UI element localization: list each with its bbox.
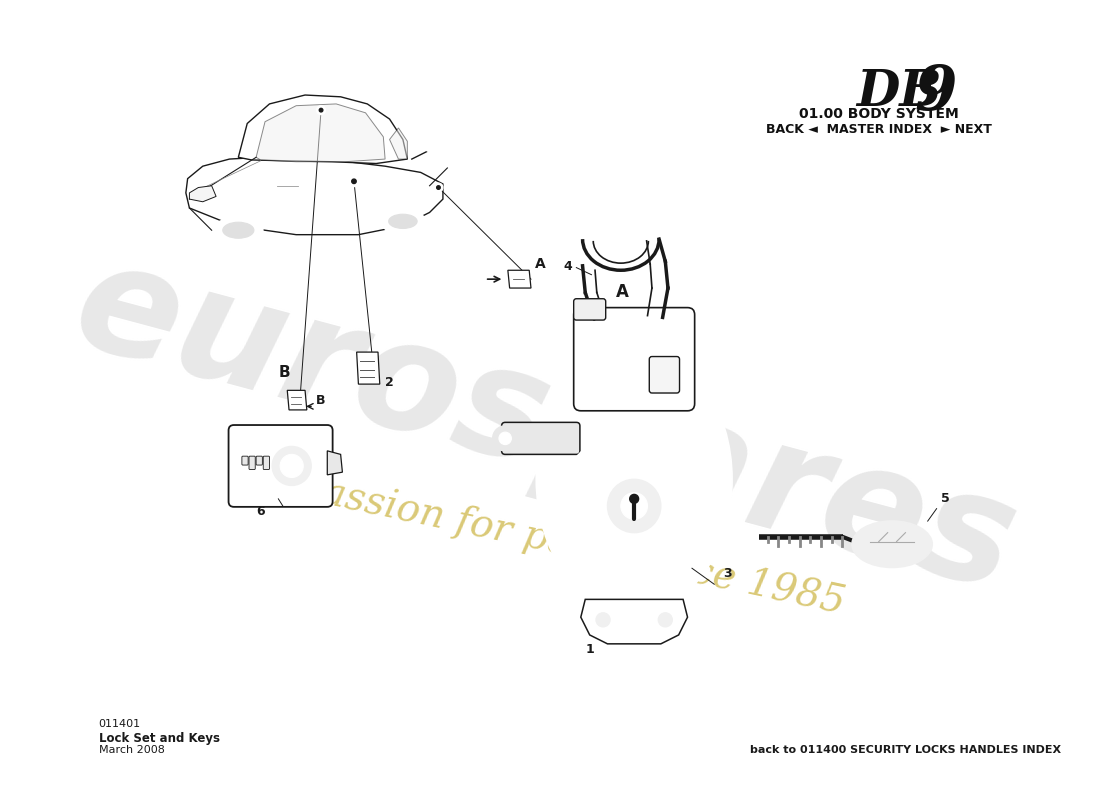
Circle shape	[272, 446, 311, 486]
Polygon shape	[581, 599, 688, 644]
Text: Lock Set and Keys: Lock Set and Keys	[99, 732, 220, 745]
Text: 6: 6	[256, 505, 265, 518]
FancyBboxPatch shape	[649, 357, 680, 393]
Ellipse shape	[537, 346, 732, 613]
Text: a passion for parts since 1985: a passion for parts since 1985	[260, 462, 848, 622]
Text: 01.00 BODY SYSTEM: 01.00 BODY SYSTEM	[799, 107, 959, 122]
Text: 3: 3	[723, 567, 732, 580]
Ellipse shape	[381, 209, 425, 234]
Circle shape	[596, 613, 611, 627]
Circle shape	[263, 438, 320, 494]
Text: 2: 2	[385, 376, 394, 389]
Text: 9: 9	[914, 63, 957, 123]
Polygon shape	[356, 352, 380, 384]
FancyBboxPatch shape	[256, 456, 263, 465]
Circle shape	[349, 176, 360, 186]
Circle shape	[280, 454, 304, 478]
Text: A: A	[535, 258, 546, 271]
Circle shape	[493, 426, 518, 451]
Text: eurospares: eurospares	[59, 229, 1031, 623]
Circle shape	[620, 493, 648, 519]
Text: B: B	[278, 365, 290, 380]
Polygon shape	[186, 158, 443, 234]
Text: March 2008: March 2008	[99, 746, 165, 755]
Ellipse shape	[852, 521, 932, 567]
Text: 1: 1	[585, 642, 594, 656]
Circle shape	[607, 479, 661, 533]
FancyBboxPatch shape	[229, 425, 332, 507]
Circle shape	[591, 607, 616, 632]
Ellipse shape	[213, 217, 263, 243]
FancyBboxPatch shape	[574, 298, 606, 320]
Ellipse shape	[425, 145, 438, 152]
FancyBboxPatch shape	[249, 456, 255, 470]
Polygon shape	[287, 390, 307, 410]
Text: A: A	[616, 283, 629, 301]
Text: 5: 5	[940, 491, 949, 505]
Polygon shape	[328, 451, 342, 475]
Circle shape	[437, 186, 440, 190]
Polygon shape	[189, 186, 216, 202]
Text: 4: 4	[563, 260, 572, 274]
FancyBboxPatch shape	[502, 422, 580, 454]
Circle shape	[352, 179, 356, 183]
Circle shape	[576, 448, 692, 564]
Text: 011401: 011401	[99, 719, 141, 730]
Circle shape	[317, 106, 326, 114]
Polygon shape	[256, 104, 385, 162]
Polygon shape	[239, 95, 407, 163]
Text: B: B	[316, 394, 326, 406]
Circle shape	[499, 432, 512, 445]
Circle shape	[434, 183, 443, 192]
Polygon shape	[389, 128, 407, 159]
Ellipse shape	[388, 214, 417, 229]
Circle shape	[652, 607, 678, 632]
Circle shape	[658, 613, 672, 627]
Circle shape	[559, 430, 710, 582]
FancyBboxPatch shape	[242, 456, 249, 465]
Circle shape	[319, 108, 322, 112]
Text: back to 011400 SECURITY LOCKS HANDLES INDEX: back to 011400 SECURITY LOCKS HANDLES IN…	[750, 746, 1060, 755]
Text: DB: DB	[857, 68, 943, 118]
FancyBboxPatch shape	[574, 308, 695, 410]
FancyBboxPatch shape	[263, 456, 270, 470]
Text: BACK ◄  MASTER INDEX  ► NEXT: BACK ◄ MASTER INDEX ► NEXT	[766, 123, 992, 137]
Circle shape	[592, 463, 676, 549]
Ellipse shape	[223, 222, 254, 238]
Circle shape	[629, 494, 639, 503]
Polygon shape	[508, 270, 531, 288]
